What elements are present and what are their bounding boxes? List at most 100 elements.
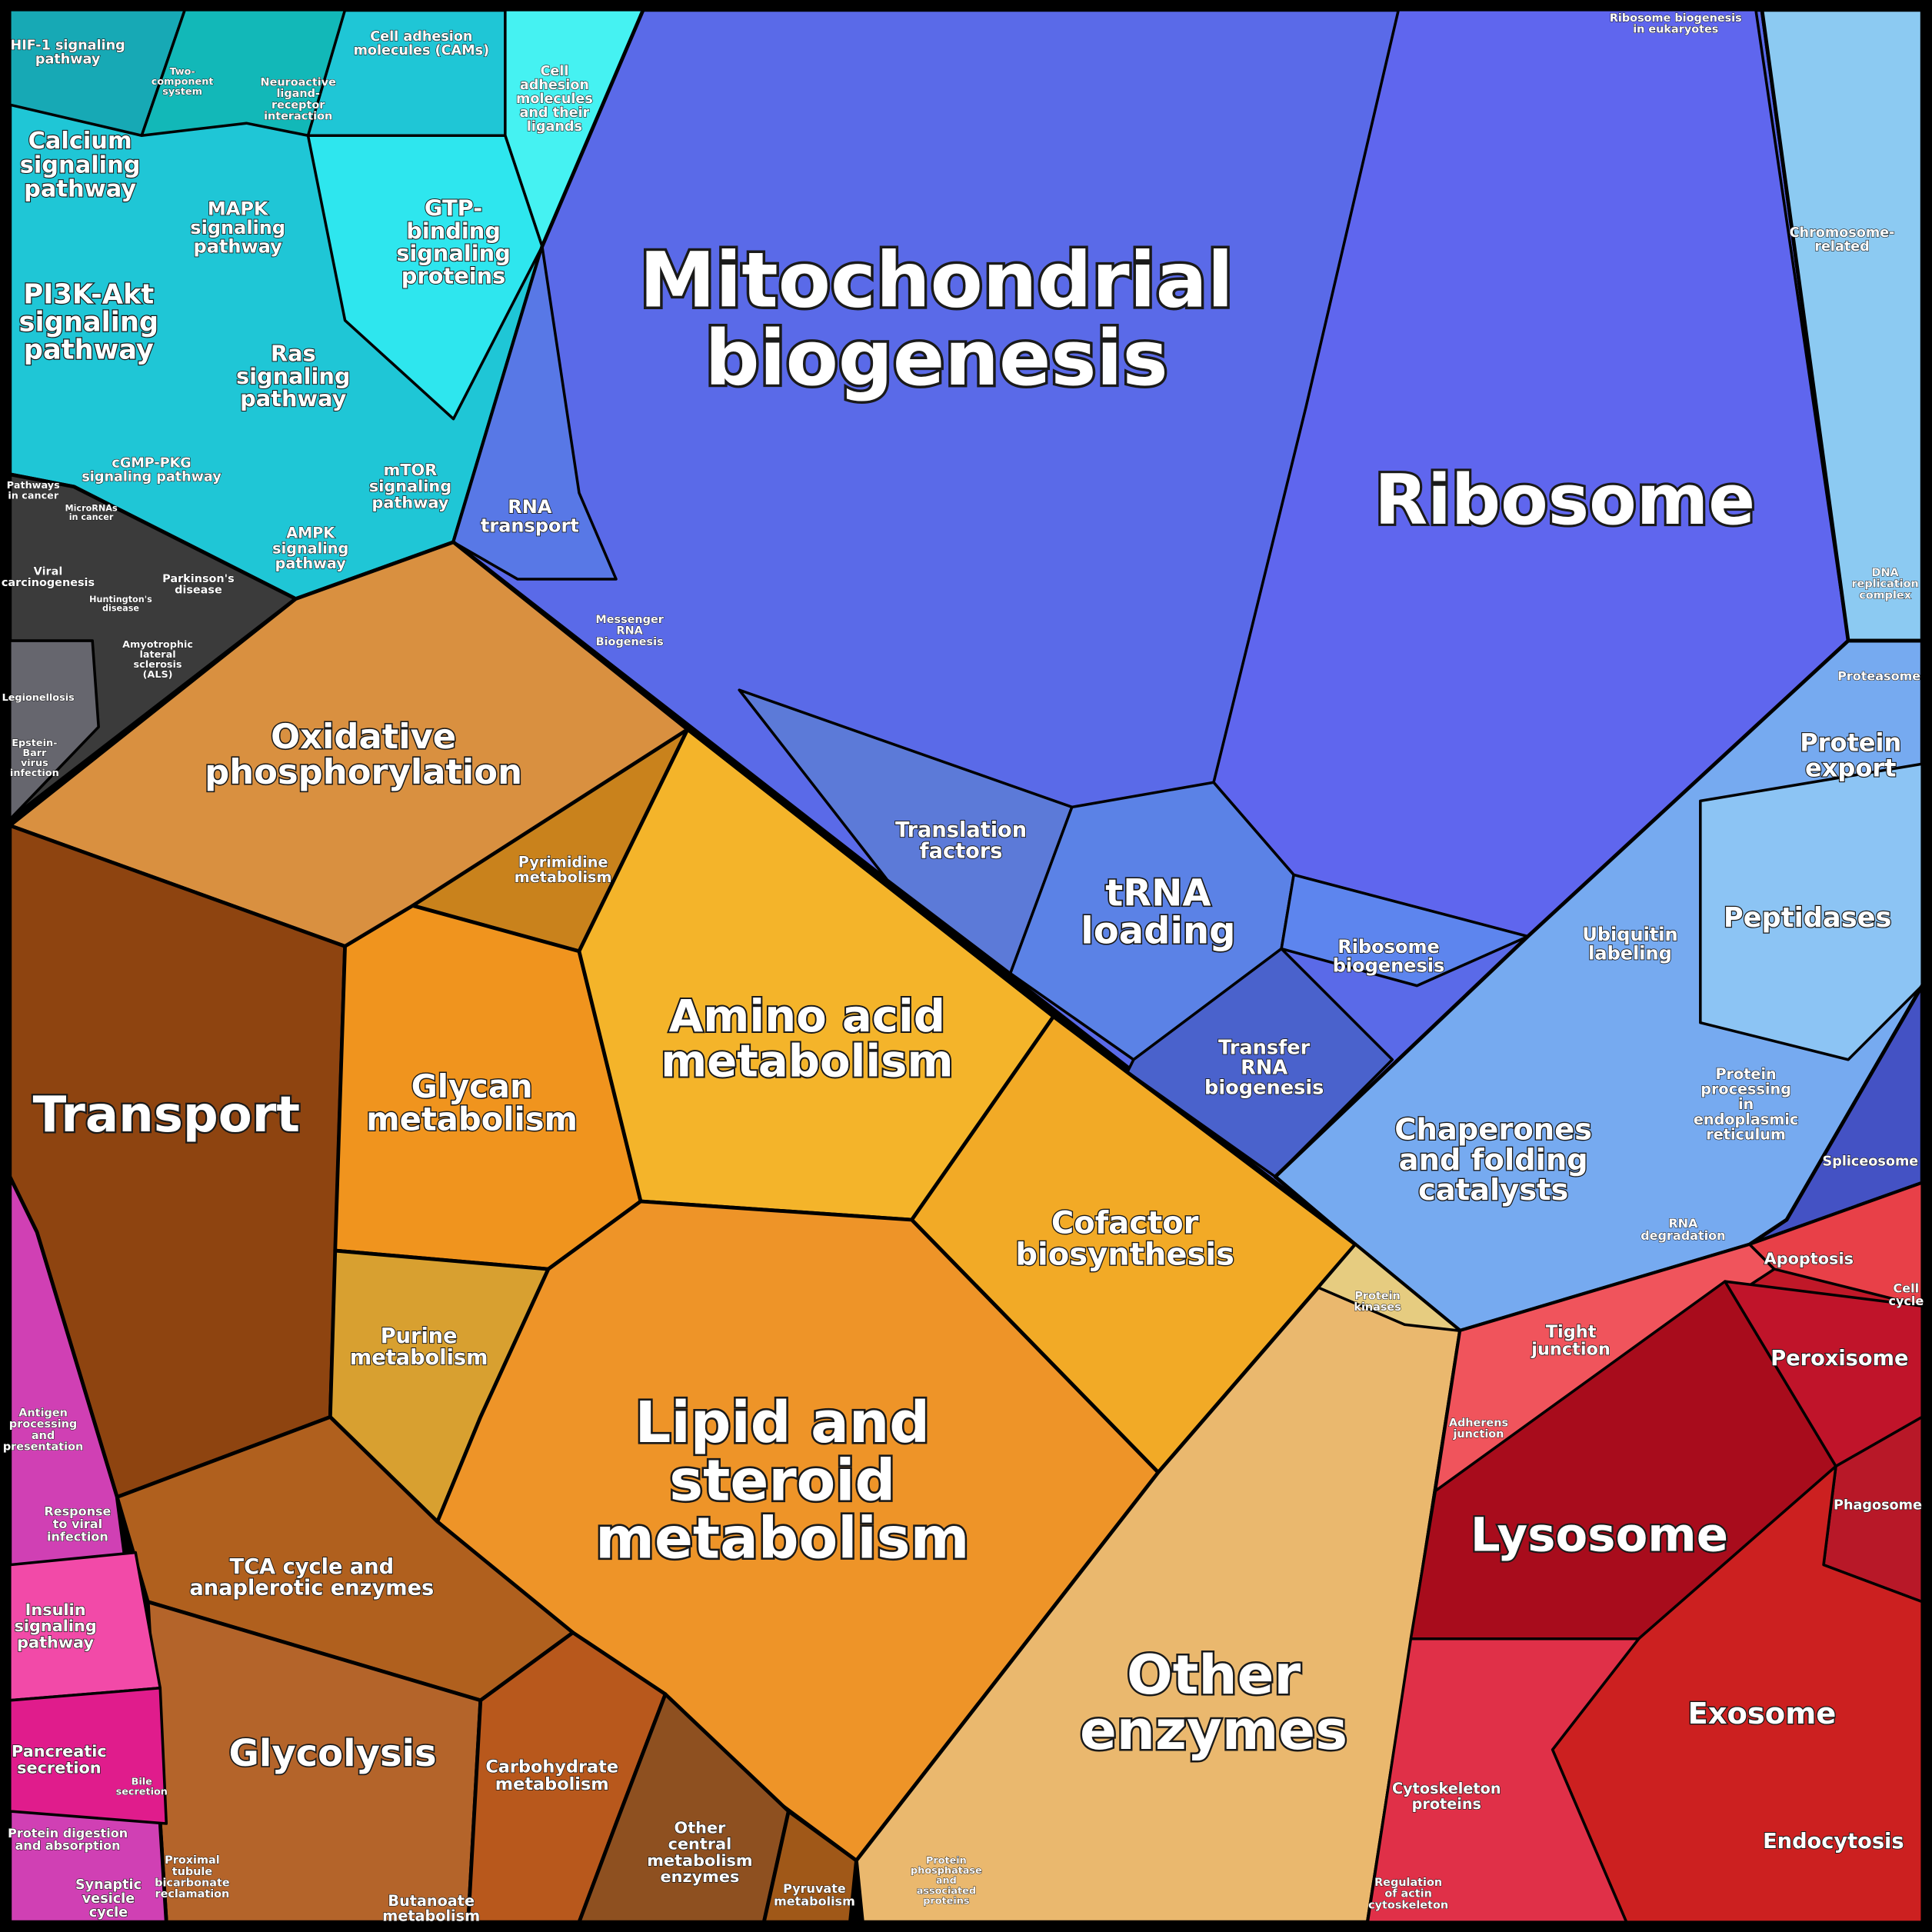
label-line: reclamation (155, 1888, 230, 1900)
label-line: metabolism (647, 1851, 752, 1870)
label-line: enzymes (1080, 1698, 1347, 1761)
label-line: mTOR (384, 461, 438, 479)
label-line: factors (920, 839, 1003, 863)
label-line: complex (1859, 589, 1911, 601)
label-line: biogenesis (705, 315, 1168, 403)
label-line: Other (1127, 1644, 1301, 1707)
label-line: Antigen (18, 1407, 68, 1420)
label-line: ligands (527, 119, 582, 135)
label-line: Amyotrophic (122, 638, 193, 650)
label-line: degradation (1641, 1228, 1725, 1243)
region-label: MicroRNAs in cancer (65, 504, 118, 522)
region-label: Two-component system (152, 65, 214, 97)
label-line: disease (102, 604, 139, 614)
label-line: pathway (275, 554, 347, 571)
label-line: Pyruvate (783, 1880, 846, 1895)
label-line: Cytoskeleton (1392, 1780, 1501, 1797)
label-line: replication (1851, 578, 1918, 591)
label-line: Purine (381, 1324, 458, 1348)
region-label: Ribosome biogenesis in eukaryotes (1610, 12, 1742, 36)
label-line: GTP- (425, 195, 482, 221)
region-label: TCA cycle and anaplerotic enzymes (189, 1554, 434, 1600)
region-label: Transport (33, 1087, 300, 1144)
region-label: MAPK signaling pathway (190, 198, 285, 257)
label-line: PI3K-Akt (23, 278, 154, 310)
label-line: catalysts (1418, 1173, 1568, 1208)
label-line: Apoptosis (1764, 1249, 1854, 1267)
region-label: Phagosome (1834, 1498, 1922, 1514)
region-label: tRNA loading (1081, 872, 1235, 953)
region-label: Lipid and steroid metabolism (595, 1391, 969, 1571)
label-line: (ALS) (143, 669, 173, 681)
kinase-cell (1317, 1243, 1462, 1332)
label-line: MAPK (208, 198, 269, 219)
label-line: metabolism (774, 1894, 855, 1908)
label-line: Other (675, 1818, 727, 1837)
label-line: metabolism (661, 1034, 953, 1087)
region-label: Ribosome biogenesis (1333, 936, 1445, 977)
label-line: Ribosome (1374, 461, 1755, 541)
region-label: Protein kinases (1354, 1290, 1401, 1314)
label-line: Proximal (165, 1854, 219, 1867)
region-label: Cell adhesion molecules and their ligands (516, 64, 593, 135)
region-label: HIF-1 signaling pathway (10, 38, 125, 67)
label-line: Pathways (7, 480, 60, 491)
label-line: cytoskeleton (1368, 1899, 1448, 1911)
label-line: Pyrimidine (518, 853, 608, 871)
region-label: GTP-binding signaling proteins (396, 195, 511, 288)
region-label: Legionellosis (2, 691, 75, 703)
label-line: RNA (508, 496, 552, 518)
label-line: transport (481, 515, 579, 537)
region-label: Response to viral infection (44, 1504, 111, 1544)
region-label: Glycan metabolism (366, 1068, 578, 1138)
label-line: Cofactor (1051, 1205, 1199, 1241)
region-label: RNA transport (481, 496, 579, 537)
region-label: Chromosome-related (1790, 225, 1895, 255)
label-line: binding (406, 218, 501, 244)
label-line: to viral (53, 1517, 102, 1531)
label-line: signaling (236, 363, 351, 389)
label-line: system (162, 86, 202, 98)
region-label: Protein digestion and absorption (8, 1825, 128, 1852)
region-label: Amyotrophic lateral sclerosis (ALS) (122, 638, 193, 680)
label-line: RNA (1241, 1056, 1287, 1079)
region-label: Pancreatic secretion (12, 1742, 107, 1777)
label-line: Pancreatic (12, 1742, 107, 1760)
label-line: metabolism (382, 1907, 480, 1924)
label-line: Lipid and (635, 1391, 931, 1456)
label-line: metabolism (350, 1345, 488, 1369)
region-label: Adherens junction (1449, 1417, 1508, 1441)
label-line: biogenesis (1333, 954, 1445, 976)
label-line: HIF-1 signaling (10, 38, 125, 53)
region-label: Neuroactive ligand-receptor interaction (261, 76, 337, 122)
label-line: biosynthesis (1015, 1237, 1234, 1272)
apoptosis-cell (1748, 1181, 1924, 1307)
region-label: Calcium signaling pathway (20, 128, 141, 202)
label-line: Protein (1715, 1064, 1776, 1082)
central-region (577, 1692, 791, 1924)
label-line: signaling (190, 217, 285, 238)
region-label: Exosome (1687, 1697, 1836, 1731)
label-line: Calcium (28, 128, 132, 155)
label-line: kinases (1354, 1301, 1401, 1314)
label-line: Protein (1800, 728, 1901, 758)
region-label: Messenger RNA Biogenesis (595, 614, 664, 648)
region-label: Other enzymes (1080, 1644, 1347, 1762)
region-label: RNA degradation (1641, 1215, 1725, 1242)
label-line: signaling (19, 306, 159, 338)
label-line: pathway (194, 235, 283, 257)
label-line: Cell (540, 64, 568, 79)
label-line: MicroRNAs (65, 504, 118, 514)
label-line: infection (47, 1529, 108, 1544)
label-line: biogenesis (1204, 1077, 1324, 1100)
label-line: Protein (926, 1855, 967, 1867)
label-line: tRNA (1105, 872, 1211, 915)
label-line: steroid (669, 1448, 895, 1514)
label-line: Spliceosome (1823, 1154, 1919, 1170)
disease-cell (8, 639, 100, 821)
label-line: in cancer (8, 490, 59, 501)
label-line: Exosome (1687, 1697, 1836, 1731)
label-line: carcinogenesis (2, 577, 95, 589)
label-line: reticulum (1706, 1125, 1786, 1143)
